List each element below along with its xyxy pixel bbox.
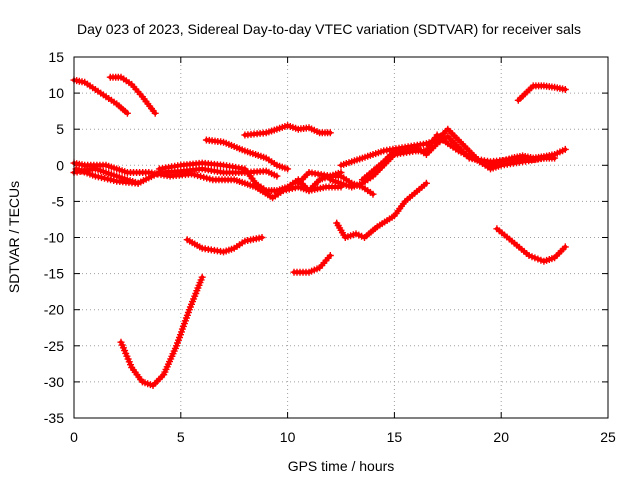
data-point-marker [561, 86, 569, 93]
data-point-marker [258, 234, 266, 241]
y-tick-label: -30 [44, 374, 64, 390]
series-arc-5 [72, 165, 142, 187]
series-arc-1 [70, 76, 131, 117]
y-tick-label: -25 [44, 338, 64, 354]
x-tick-label: 25 [600, 429, 616, 445]
data-point-marker [203, 174, 211, 182]
plot-frame [73, 56, 609, 419]
y-tick-label: -5 [52, 193, 65, 209]
y-tick-label: -20 [44, 302, 64, 318]
data-point-marker [151, 109, 159, 117]
series-arc-17 [117, 273, 206, 389]
series-arc-7 [202, 136, 292, 173]
series-arc-14 [183, 234, 266, 256]
y-tick-label: 10 [48, 85, 64, 101]
y-axis-label: SDTVAR / TECUs [6, 181, 22, 293]
data-point-marker [337, 169, 345, 176]
data-point-marker [561, 243, 569, 251]
x-tick-label: 15 [387, 429, 403, 445]
y-tick-label: 5 [56, 121, 64, 137]
data-point-marker [551, 154, 559, 162]
series-arc-18 [493, 225, 569, 265]
data-point-marker [326, 252, 334, 259]
series-line [108, 75, 158, 116]
data-point-marker [369, 190, 377, 198]
data-point-marker [197, 172, 205, 180]
y-tick-label: 15 [48, 49, 64, 65]
series-line [334, 181, 429, 240]
data-point-marker [198, 273, 206, 281]
y-tick-label: -35 [44, 410, 64, 426]
series-arc-2 [106, 73, 159, 117]
data-point-marker [94, 173, 102, 181]
series-arc-16 [333, 179, 430, 241]
data-point-marker [540, 154, 548, 162]
x-tick-label: 0 [70, 429, 78, 445]
series-arc-12 [326, 131, 548, 191]
data-point-marker [422, 179, 430, 187]
y-tick-label: 0 [56, 157, 64, 173]
data-series [70, 73, 569, 389]
data-point-marker [326, 129, 334, 137]
data-point-marker [273, 172, 281, 180]
x-tick-label: 10 [280, 429, 296, 445]
ticks: 0 5 10 15 20 25 -35 -30 -25 -20 -15 -10 -5 0 5 10 15 [44, 49, 616, 445]
y-tick-label: -15 [44, 266, 64, 282]
data-point-marker [134, 179, 142, 187]
x-tick-label: 20 [493, 429, 509, 445]
series-arc-9 [294, 169, 345, 187]
x-tick-label: 5 [177, 429, 185, 445]
y-tick-label: -10 [44, 230, 64, 246]
data-point-marker [107, 176, 115, 184]
data-point-marker [191, 171, 198, 179]
data-point-marker [123, 109, 131, 117]
data-point-marker [284, 165, 292, 173]
x-axis-label: GPS time / hours [288, 458, 395, 474]
series-arc-13 [514, 82, 569, 104]
chart-title: Day 023 of 2023, Sidereal Day-to-day VTE… [77, 21, 581, 37]
series-arc-8 [241, 122, 334, 139]
data-point-marker [561, 145, 569, 153]
series-arc-15 [290, 252, 334, 276]
